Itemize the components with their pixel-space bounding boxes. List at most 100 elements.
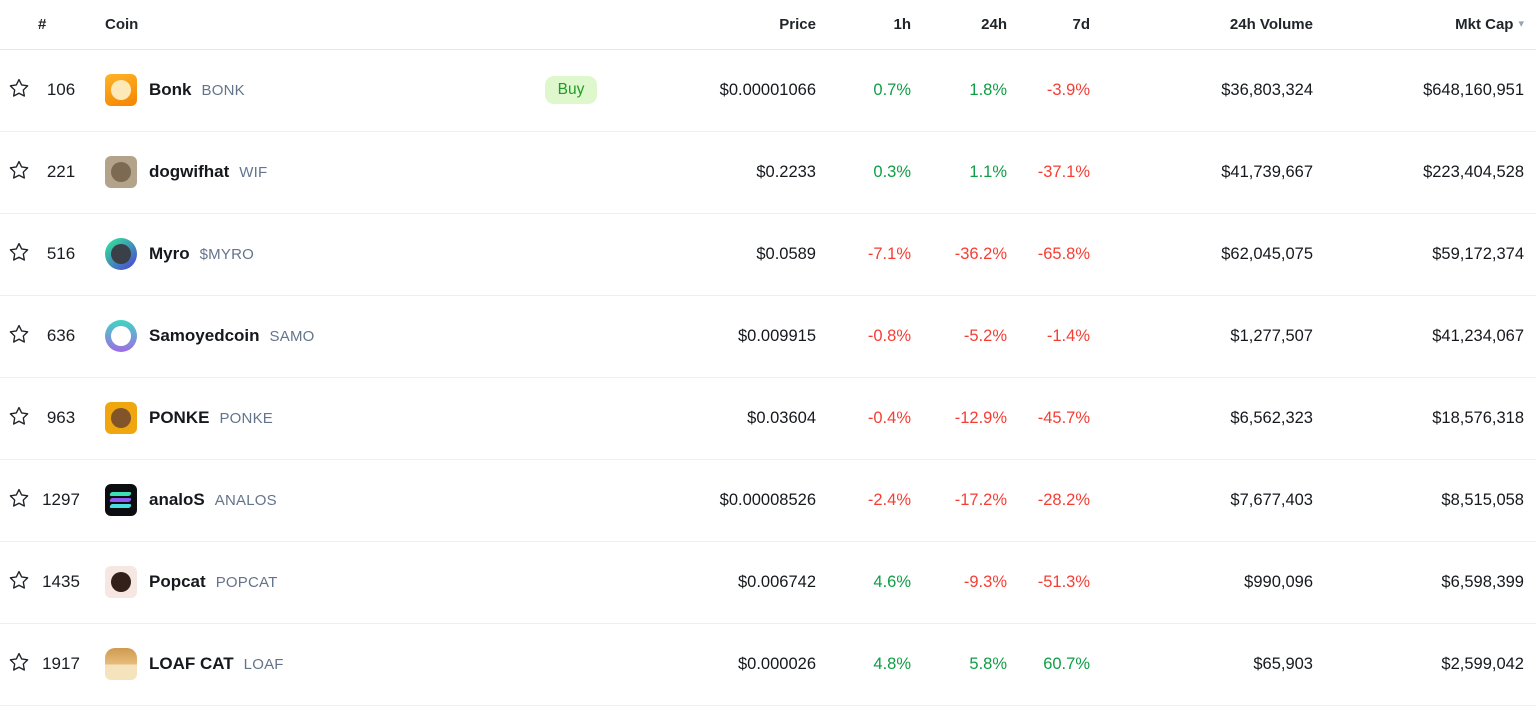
market-cap-cell: $18,576,318 — [1313, 377, 1536, 460]
header-price[interactable]: Price — [622, 0, 816, 50]
coin-name: Myro — [149, 244, 190, 263]
coin-icon-art — [111, 408, 131, 428]
coin-cell: Bonk BONK — [92, 49, 520, 132]
change-1h-cell: -2.4% — [816, 459, 911, 542]
coin-row[interactable]: 221 dogwifhat WIF $0.2233 0.3% 1.1% -37.… — [0, 131, 1536, 214]
header-star-spacer — [0, 0, 30, 50]
buy-cell — [520, 623, 622, 706]
market-cap-cell: $223,404,528 — [1313, 131, 1536, 214]
favorite-cell — [0, 541, 30, 624]
change-7d-cell: -1.4% — [1007, 295, 1090, 378]
favorite-star-button[interactable] — [8, 569, 30, 591]
coin-rank: 1917 — [30, 623, 92, 706]
coin-icon-stripe — [109, 498, 133, 502]
coin-symbol: $MYRO — [199, 245, 254, 263]
star-outline-icon — [9, 324, 29, 343]
market-cap-cell: $59,172,374 — [1313, 213, 1536, 296]
header-coin[interactable]: Coin — [92, 0, 520, 50]
price-cell: $0.2233 — [622, 131, 816, 214]
change-1h-cell: 0.7% — [816, 49, 911, 132]
price-cell: $0.00001066 — [622, 49, 816, 132]
favorite-star-button[interactable] — [8, 159, 30, 181]
change-7d-cell: -28.2% — [1007, 459, 1090, 542]
change-1h-cell: -0.4% — [816, 377, 911, 460]
star-outline-icon — [9, 488, 29, 507]
coin-cell: Popcat POPCAT — [92, 541, 520, 624]
buy-cell — [520, 213, 622, 296]
header-7d[interactable]: 7d — [1007, 0, 1090, 50]
coin-wrap: PONKE PONKE — [105, 402, 520, 434]
buy-button[interactable]: Buy — [544, 76, 598, 104]
coin-name: Bonk — [149, 80, 192, 99]
volume-24h-cell: $36,803,324 — [1090, 49, 1313, 132]
buy-cell: Buy — [520, 49, 622, 132]
coin-row[interactable]: 636 Samoyedcoin SAMO $0.009915 -0.8% -5.… — [0, 295, 1536, 378]
favorite-star-button[interactable] — [8, 405, 30, 427]
star-outline-icon — [9, 242, 29, 261]
market-cap-cell: $648,160,951 — [1313, 49, 1536, 132]
coin-name: dogwifhat — [149, 162, 230, 181]
coin-name: Popcat — [149, 572, 206, 591]
coin-rank: 636 — [30, 295, 92, 378]
header-row: # Coin Price 1h 24h 7d 24h Volume Mkt Ca… — [0, 0, 1536, 50]
favorite-star-button[interactable] — [8, 487, 30, 509]
buy-cell — [520, 377, 622, 460]
market-cap-cell: $6,598,399 — [1313, 541, 1536, 624]
volume-24h-cell: $65,903 — [1090, 623, 1313, 706]
volume-24h-cell: $990,096 — [1090, 541, 1313, 624]
coin-cell: Samoyedcoin SAMO — [92, 295, 520, 378]
coin-row[interactable]: 963 PONKE PONKE $0.03604 -0.4% -12.9% -4… — [0, 377, 1536, 460]
favorite-cell — [0, 49, 30, 132]
change-24h-cell: -9.3% — [911, 541, 1007, 624]
coin-symbol: LOAF — [243, 655, 284, 673]
change-7d-cell: -3.9% — [1007, 49, 1090, 132]
market-cap-cell: $41,234,067 — [1313, 295, 1536, 378]
change-7d-cell: -51.3% — [1007, 541, 1090, 624]
ponke-coin-icon — [105, 402, 137, 434]
change-24h-cell: -5.2% — [911, 295, 1007, 378]
header-rank[interactable]: # — [30, 0, 92, 50]
star-outline-icon — [9, 652, 29, 671]
coin-name: analoS — [149, 490, 205, 509]
favorite-star-button[interactable] — [8, 651, 30, 673]
coin-row[interactable]: 1917 LOAF CAT LOAF $0.000026 4.8% 5.8% 6… — [0, 623, 1536, 706]
price-cell: $0.009915 — [622, 295, 816, 378]
header-mktcap[interactable]: Mkt Cap ▾ — [1313, 0, 1536, 50]
header-volume[interactable]: 24h Volume — [1090, 0, 1313, 50]
volume-24h-cell: $41,739,667 — [1090, 131, 1313, 214]
star-outline-icon — [9, 78, 29, 97]
coin-row[interactable]: 1297 analoS ANALOS $0.00008526 -2.4% -17… — [0, 459, 1536, 542]
header-mktcap-label: Mkt Cap — [1455, 15, 1514, 33]
favorite-cell — [0, 623, 30, 706]
change-1h-cell: 4.8% — [816, 623, 911, 706]
coin-icon-art — [111, 80, 131, 100]
coin-wrap: Samoyedcoin SAMO — [105, 320, 520, 352]
coin-rank: 221 — [30, 131, 92, 214]
coin-rank: 516 — [30, 213, 92, 296]
coin-rank: 1297 — [30, 459, 92, 542]
coin-icon-art — [111, 162, 131, 182]
coin-symbol: ANALOS — [214, 491, 277, 509]
coin-symbol: SAMO — [269, 327, 315, 345]
coin-row[interactable]: 1435 Popcat POPCAT $0.006742 4.6% -9.3% … — [0, 541, 1536, 624]
favorite-cell — [0, 295, 30, 378]
market-cap-cell: $8,515,058 — [1313, 459, 1536, 542]
favorite-star-button[interactable] — [8, 241, 30, 263]
market-cap-cell: $2,599,042 — [1313, 623, 1536, 706]
favorite-star-button[interactable] — [8, 323, 30, 345]
coin-rank: 1435 — [30, 541, 92, 624]
coin-row[interactable]: 516 Myro $MYRO $0.0589 -7.1% -36.2% -65.… — [0, 213, 1536, 296]
change-1h-cell: 4.6% — [816, 541, 911, 624]
coin-icon-stripe — [109, 504, 133, 508]
header-1h[interactable]: 1h — [816, 0, 911, 50]
favorite-star-button[interactable] — [8, 77, 30, 99]
coin-row[interactable]: 106 Bonk BONK Buy $0.00001066 0.7% 1.8% … — [0, 49, 1536, 132]
coin-wrap: dogwifhat WIF — [105, 156, 520, 188]
volume-24h-cell: $6,562,323 — [1090, 377, 1313, 460]
coin-wrap: Bonk BONK — [105, 74, 520, 106]
coin-icon-art — [111, 572, 131, 592]
coin-symbol: PONKE — [219, 409, 273, 427]
buy-cell — [520, 131, 622, 214]
header-24h[interactable]: 24h — [911, 0, 1007, 50]
